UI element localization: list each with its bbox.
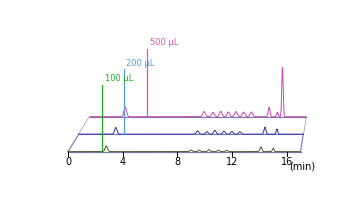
Text: 200 μL: 200 μL xyxy=(126,59,155,68)
Polygon shape xyxy=(79,117,306,134)
Text: 12: 12 xyxy=(226,157,238,167)
Text: 8: 8 xyxy=(174,157,180,167)
Text: 4: 4 xyxy=(120,157,126,167)
Text: (min): (min) xyxy=(289,161,315,171)
Polygon shape xyxy=(68,134,303,152)
Text: 0: 0 xyxy=(65,157,71,167)
Text: 500 μL: 500 μL xyxy=(150,38,178,47)
Text: 100 μL: 100 μL xyxy=(105,74,133,83)
Text: 16: 16 xyxy=(281,157,293,167)
